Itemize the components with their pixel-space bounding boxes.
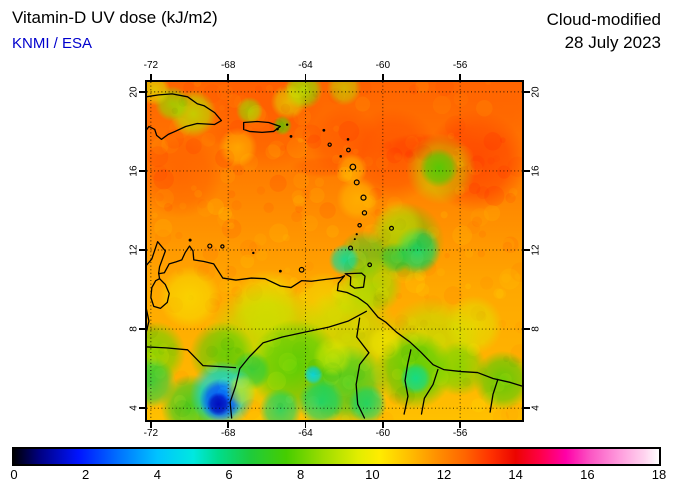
lat-tick-label: 4 [530,405,542,411]
axis-tick [524,170,530,172]
colorbar-labels: 0 2 4 6 8 10 12 14 16 18 [10,467,667,485]
axis-tick [150,422,152,428]
header-right: Cloud-modified 28 July 2023 [547,8,661,54]
lon-tick-label: -64 [298,60,313,71]
lon-tick-label: -56 [452,60,468,71]
axis-tick [524,328,530,330]
axis-tick [524,91,530,93]
axis-tick [139,249,145,251]
lat-tick-label: 16 [530,165,542,177]
axis-tick [139,328,145,330]
lon-tick-label: -60 [375,428,391,439]
axis-tick [139,91,145,93]
lat-tick-label: 16 [128,165,140,177]
axis-tick [227,74,229,80]
axis-tick [150,74,152,80]
lat-tick-label: 4 [128,405,140,411]
axis-tick [304,422,307,428]
colorbar [12,447,661,466]
map-frame: -72 -72 -68 -68 -64 -64 -60 -60 -56 -56 20 20 16 16 12… [129,60,542,439]
page-title: Vitamin-D UV dose (kJ/m2) [12,8,218,27]
lon-tick-label: -72 [143,428,159,439]
lon-tick-label: -56 [452,428,468,439]
lat-tick-label: 12 [128,244,140,256]
lat-tick-label: 8 [530,326,542,332]
lon-tick-label: -68 [220,60,236,71]
lat-tick-label: 8 [128,326,140,332]
colorbar-tick-label: 14 [508,467,523,482]
map-canvas [147,82,522,420]
colorbar-tick-label: 18 [651,467,667,482]
colorbar-gradient [14,449,659,464]
axis-tick [139,407,145,409]
axis-tick [524,249,530,251]
lon-tick-label: -60 [375,60,391,71]
colorbar-tick-label: 10 [365,467,380,482]
colorbar-tick-label: 12 [436,467,452,482]
axis-tick [382,74,384,80]
colorbar-tick-label: 0 [10,467,18,482]
lon-tick-label: -68 [220,428,236,439]
credit-label: KNMI / ESA [12,35,93,52]
axis-tick [227,422,229,428]
colorbar-tick-label: 16 [580,467,595,482]
lon-tick-label: -64 [298,428,313,439]
colorbar-tick-label: 8 [297,467,305,482]
header-left: Vitamin-D UV dose (kJ/m2) KNMI / ESA [12,8,218,52]
axis-tick [304,74,307,80]
mode-label: Cloud-modified [546,10,661,29]
axis-tick [459,74,461,80]
axis-tick [459,422,461,428]
axis-tick [524,407,530,409]
colorbar-tick-label: 2 [82,467,90,482]
lat-tick-label: 20 [128,86,140,98]
colorbar-tick-label: 6 [225,467,233,482]
date-label: 28 July 2023 [564,33,661,52]
lat-tick-label: 12 [530,244,542,256]
axis-tick [382,422,384,428]
lon-tick-label: -72 [143,60,159,71]
axis-tick [139,170,145,172]
colorbar-tick-label: 4 [153,467,161,482]
lat-tick-label: 20 [530,86,542,98]
